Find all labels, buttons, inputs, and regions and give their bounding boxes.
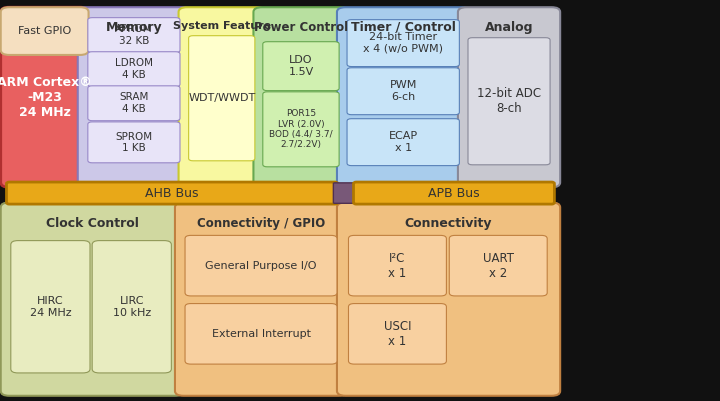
Text: PWM
6-ch: PWM 6-ch xyxy=(390,81,417,102)
FancyBboxPatch shape xyxy=(6,182,338,204)
Text: AHB Bus: AHB Bus xyxy=(145,186,199,200)
Text: ECAP
x 1: ECAP x 1 xyxy=(389,132,418,153)
FancyBboxPatch shape xyxy=(179,7,265,187)
Text: APB Bus: APB Bus xyxy=(428,186,480,200)
FancyBboxPatch shape xyxy=(458,7,560,187)
FancyBboxPatch shape xyxy=(1,203,184,396)
Text: Memory: Memory xyxy=(106,21,162,34)
Text: I²C
x 1: I²C x 1 xyxy=(388,252,407,279)
FancyBboxPatch shape xyxy=(88,18,180,53)
Text: LDROM
4 KB: LDROM 4 KB xyxy=(115,59,153,80)
Text: LDO
1.5V: LDO 1.5V xyxy=(288,55,314,77)
FancyBboxPatch shape xyxy=(92,241,171,373)
FancyBboxPatch shape xyxy=(11,241,90,373)
FancyBboxPatch shape xyxy=(88,52,180,87)
Text: LIRC
10 kHz: LIRC 10 kHz xyxy=(112,296,151,318)
FancyBboxPatch shape xyxy=(185,235,337,296)
Text: Fast GPIO: Fast GPIO xyxy=(18,26,71,36)
Text: ARM Cortex®
-M23
24 MHz: ARM Cortex® -M23 24 MHz xyxy=(0,76,92,119)
Text: Timer / Control: Timer / Control xyxy=(351,21,456,34)
FancyBboxPatch shape xyxy=(189,36,255,161)
FancyBboxPatch shape xyxy=(348,235,446,296)
FancyBboxPatch shape xyxy=(348,304,446,364)
FancyBboxPatch shape xyxy=(175,203,347,396)
Text: HIRC
24 MHz: HIRC 24 MHz xyxy=(30,296,71,318)
Text: WDT/WWDT: WDT/WWDT xyxy=(188,93,256,103)
FancyBboxPatch shape xyxy=(468,38,550,165)
Text: POR15
LVR (2.0V)
BOD (4.4/ 3.7/
2.7/2.2V): POR15 LVR (2.0V) BOD (4.4/ 3.7/ 2.7/2.2V… xyxy=(269,109,333,150)
Text: Analog: Analog xyxy=(485,21,534,34)
FancyBboxPatch shape xyxy=(253,7,348,187)
Text: 24-bit Timer
x 4 (w/o PWM): 24-bit Timer x 4 (w/o PWM) xyxy=(363,32,444,54)
Text: General Purpose I/O: General Purpose I/O xyxy=(205,261,317,271)
FancyBboxPatch shape xyxy=(1,7,89,55)
Text: External Interrupt: External Interrupt xyxy=(212,329,310,339)
FancyBboxPatch shape xyxy=(347,20,459,67)
FancyBboxPatch shape xyxy=(333,183,358,203)
Text: Clock Control: Clock Control xyxy=(46,217,138,230)
FancyBboxPatch shape xyxy=(1,7,89,187)
FancyBboxPatch shape xyxy=(337,203,560,396)
Text: Connectivity / GPIO: Connectivity / GPIO xyxy=(197,217,325,230)
FancyBboxPatch shape xyxy=(88,122,180,163)
Text: SPROM
1 KB: SPROM 1 KB xyxy=(115,132,153,153)
FancyBboxPatch shape xyxy=(263,42,339,91)
FancyBboxPatch shape xyxy=(337,7,469,187)
Text: System Feature: System Feature xyxy=(173,21,271,31)
Text: USCI
x 1: USCI x 1 xyxy=(384,320,411,348)
FancyBboxPatch shape xyxy=(354,182,554,204)
FancyBboxPatch shape xyxy=(88,86,180,121)
FancyBboxPatch shape xyxy=(263,92,339,167)
Text: Connectivity: Connectivity xyxy=(405,217,492,230)
Text: APROM
32 KB: APROM 32 KB xyxy=(115,24,153,46)
Text: UART
x 2: UART x 2 xyxy=(482,252,514,279)
FancyBboxPatch shape xyxy=(78,7,190,187)
FancyBboxPatch shape xyxy=(347,119,459,166)
FancyBboxPatch shape xyxy=(347,68,459,115)
Text: Power Control: Power Control xyxy=(254,21,348,34)
Text: SRAM
4 KB: SRAM 4 KB xyxy=(120,93,148,114)
Text: 12-bit ADC
8-ch: 12-bit ADC 8-ch xyxy=(477,87,541,115)
FancyBboxPatch shape xyxy=(185,304,337,364)
FancyBboxPatch shape xyxy=(449,235,547,296)
